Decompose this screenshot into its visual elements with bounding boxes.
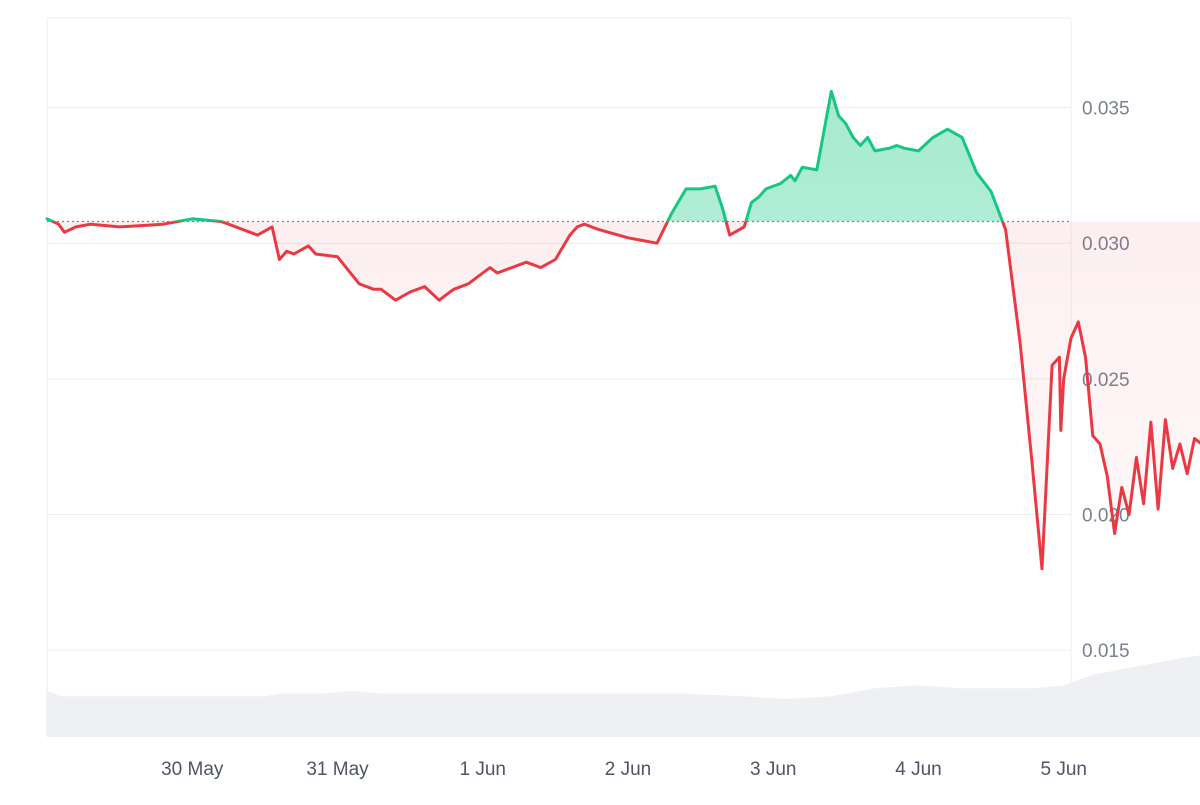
x-tick-label: 31 May <box>306 759 369 780</box>
y-tick-label: 0.020 <box>1082 506 1130 527</box>
y-tick-label: 0.035 <box>1082 99 1130 120</box>
x-tick-label: 5 Jun <box>1040 759 1086 780</box>
x-tick-label: 30 May <box>161 759 224 780</box>
area-above-baseline <box>47 91 1003 222</box>
area-below-baseline <box>47 221 1200 569</box>
volume-area <box>47 655 1200 737</box>
y-tick-label: 0.015 <box>1082 641 1130 662</box>
price-line-down <box>49 221 1200 571</box>
x-tick-label: 2 Jun <box>605 759 651 780</box>
price-line-up <box>45 89 1005 222</box>
x-tick-label: 3 Jun <box>750 759 796 780</box>
x-tick-label: 4 Jun <box>895 759 941 780</box>
x-tick-label: 1 Jun <box>460 759 506 780</box>
